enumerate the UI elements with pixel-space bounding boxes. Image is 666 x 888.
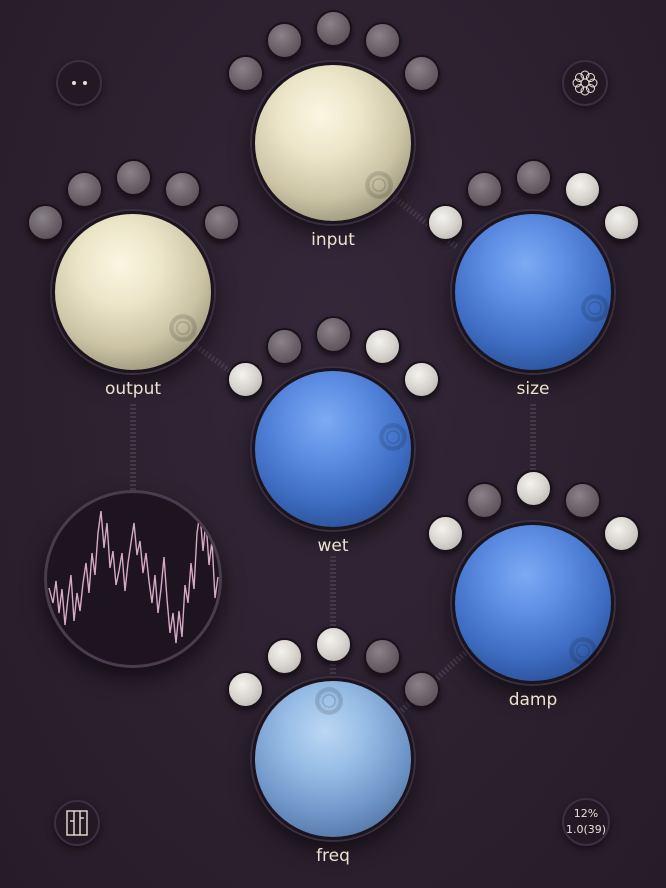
damp-level-dot-2[interactable] [466,482,503,519]
output-level-dot-3[interactable] [115,159,152,196]
version-info: 1.0(39) [565,823,607,836]
input-level-dot-3[interactable] [315,10,352,47]
knob-grip-icon [315,687,343,715]
freq-level-dot-2[interactable] [266,638,303,675]
freq-level-dot-5[interactable] [403,671,440,708]
knob-grip-icon [169,314,197,342]
freq-knob[interactable] [252,678,414,840]
wet-label: wet [317,536,349,556]
waveform-trace [48,510,219,644]
output-label: output [104,379,162,399]
freq-level-dot-1[interactable] [227,671,264,708]
freq-level-dot-4[interactable] [364,638,401,675]
output-level-dot-4[interactable] [164,171,201,208]
damp-level-dot-4[interactable] [564,482,601,519]
freq-label: freq [316,846,350,866]
waveform-scope [44,490,222,668]
size-level-dot-3[interactable] [515,159,552,196]
size-level-dot-2[interactable] [466,171,503,208]
cpu-usage: 12% [573,807,599,820]
input-level-dot-4[interactable] [364,22,401,59]
knob-grip-icon [569,637,597,665]
flower-pattern-icon [572,70,598,96]
damp-level-dot-1[interactable] [427,515,464,552]
two-dots-icon [71,81,87,85]
knob-grip-icon [365,171,393,199]
input-label: input [311,230,355,250]
wet-level-dot-3[interactable] [315,316,352,353]
freq-level-dot-3[interactable] [315,626,352,663]
preset-button[interactable] [562,60,608,106]
status-text: 12% 1.0(39) [566,806,606,838]
wet-level-dot-5[interactable] [403,361,440,398]
wet-knob[interactable] [252,368,414,530]
input-knob[interactable] [252,62,414,224]
status-display: 12% 1.0(39) [562,798,610,846]
meter-button[interactable] [54,800,100,846]
wet-level-dot-2[interactable] [266,328,303,365]
knob-grip-icon [581,294,609,322]
size-knob[interactable] [452,211,614,373]
size-level-dot-4[interactable] [564,171,601,208]
damp-label: damp [508,690,558,710]
size-level-dot-1[interactable] [427,204,464,241]
input-level-dot-1[interactable] [227,55,264,92]
size-level-dot-5[interactable] [603,204,640,241]
size-label: size [516,379,550,399]
wet-level-dot-4[interactable] [364,328,401,365]
damp-knob[interactable] [452,522,614,684]
output-level-dot-5[interactable] [203,204,240,241]
input-level-dot-5[interactable] [403,55,440,92]
output-knob[interactable] [52,211,214,373]
input-level-dot-2[interactable] [266,22,303,59]
damp-level-dot-5[interactable] [603,515,640,552]
wet-level-dot-1[interactable] [227,361,264,398]
menu-button[interactable] [56,60,102,106]
output-level-dot-2[interactable] [66,171,103,208]
output-level-dot-1[interactable] [27,204,64,241]
knob-grip-icon [379,423,407,451]
meter-icon [66,810,88,836]
damp-level-dot-3[interactable] [515,470,552,507]
